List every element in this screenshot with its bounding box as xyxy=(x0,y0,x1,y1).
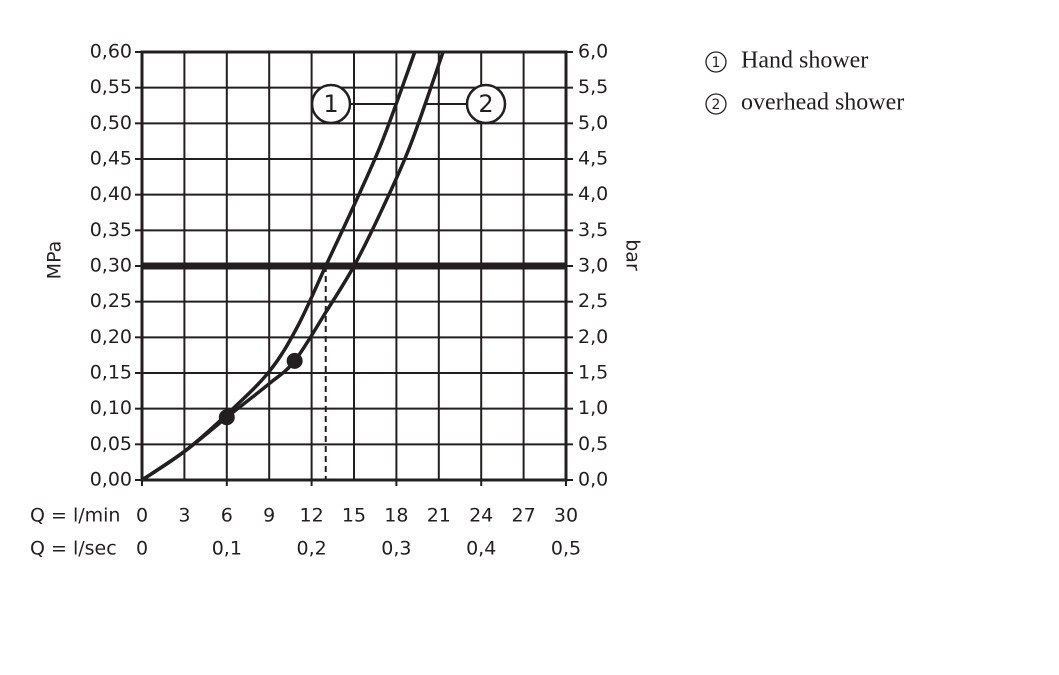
y-tick-label: 0,45 xyxy=(90,148,132,170)
y-tick-label: 0,00 xyxy=(90,469,132,491)
legend-symbol-label: 1 xyxy=(712,55,721,71)
x-tick-label: 27 xyxy=(512,505,536,527)
y-tick-label: 0,40 xyxy=(90,183,132,205)
x-tick-label: 0 xyxy=(136,505,148,527)
y-tick-label: 0,60 xyxy=(90,41,132,63)
y-tick-label: 0,35 xyxy=(90,219,132,241)
x-tick-label: 18 xyxy=(384,505,408,527)
y2-tick-label: 6,0 xyxy=(578,41,608,63)
x-axis-label: Q = l/min xyxy=(30,505,120,527)
x-tick-label: 3 xyxy=(178,505,190,527)
x2-tick-label: 0,4 xyxy=(466,538,496,560)
x-tick-label: 30 xyxy=(554,505,578,527)
y-tick-label: 0,20 xyxy=(90,326,132,348)
callout-label: 1 xyxy=(323,90,338,118)
x2-tick-label: 0,2 xyxy=(296,538,326,560)
callout-circle xyxy=(310,83,352,125)
legend-symbol xyxy=(705,51,727,73)
y-tick-label: 0,25 xyxy=(90,290,132,312)
y-tick-label: 0,30 xyxy=(90,255,132,277)
y2-tick-label: 2,0 xyxy=(578,326,608,348)
callout-label: 2 xyxy=(478,90,493,118)
point-marker xyxy=(286,352,303,369)
x-tick-label: 24 xyxy=(469,505,493,527)
y-tick-label: 0,15 xyxy=(90,362,132,384)
y-tick-label: 0,10 xyxy=(90,397,132,419)
x2-tick-label: 0,1 xyxy=(212,538,242,560)
y2-tick-label: 0,0 xyxy=(578,469,608,491)
y2-tick-label: 4,5 xyxy=(578,148,608,170)
x2-tick-label: 0,5 xyxy=(551,538,581,560)
legend-symbol-label: 2 xyxy=(712,97,721,113)
y-axis-label: MPa xyxy=(44,241,66,280)
y-tick-label: 0,05 xyxy=(90,433,132,455)
x2-axis-label: Q = l/sec xyxy=(30,538,117,560)
y2-tick-label: 5,0 xyxy=(578,112,608,134)
y2-tick-label: 5,5 xyxy=(578,76,608,98)
y2-tick-label: 1,0 xyxy=(578,397,608,419)
legend-label: Hand shower xyxy=(741,48,868,74)
y2-tick-label: 3,5 xyxy=(578,219,608,241)
y2-axis-label: bar xyxy=(622,239,644,271)
y2-tick-label: 0,5 xyxy=(578,433,608,455)
callout-circle xyxy=(465,83,507,125)
curve xyxy=(141,51,445,482)
y-tick-label: 0,55 xyxy=(90,76,132,98)
legend-label: overhead shower xyxy=(741,90,904,116)
legend-symbol xyxy=(705,93,727,115)
y-tick-label: 0,50 xyxy=(90,112,132,134)
x-tick-label: 15 xyxy=(342,505,366,527)
y2-tick-label: 1,5 xyxy=(578,362,608,384)
x-tick-label: 12 xyxy=(300,505,324,527)
x-tick-label: 9 xyxy=(263,505,275,527)
point-marker xyxy=(218,409,235,426)
x2-tick-label: 0,3 xyxy=(381,538,411,560)
y2-tick-label: 4,0 xyxy=(578,183,608,205)
x2-tick-label: 0 xyxy=(136,538,148,560)
y2-tick-label: 2,5 xyxy=(578,290,608,312)
x-tick-label: 6 xyxy=(221,505,233,527)
x-tick-label: 21 xyxy=(427,505,451,527)
y2-tick-label: 3,0 xyxy=(578,255,608,277)
